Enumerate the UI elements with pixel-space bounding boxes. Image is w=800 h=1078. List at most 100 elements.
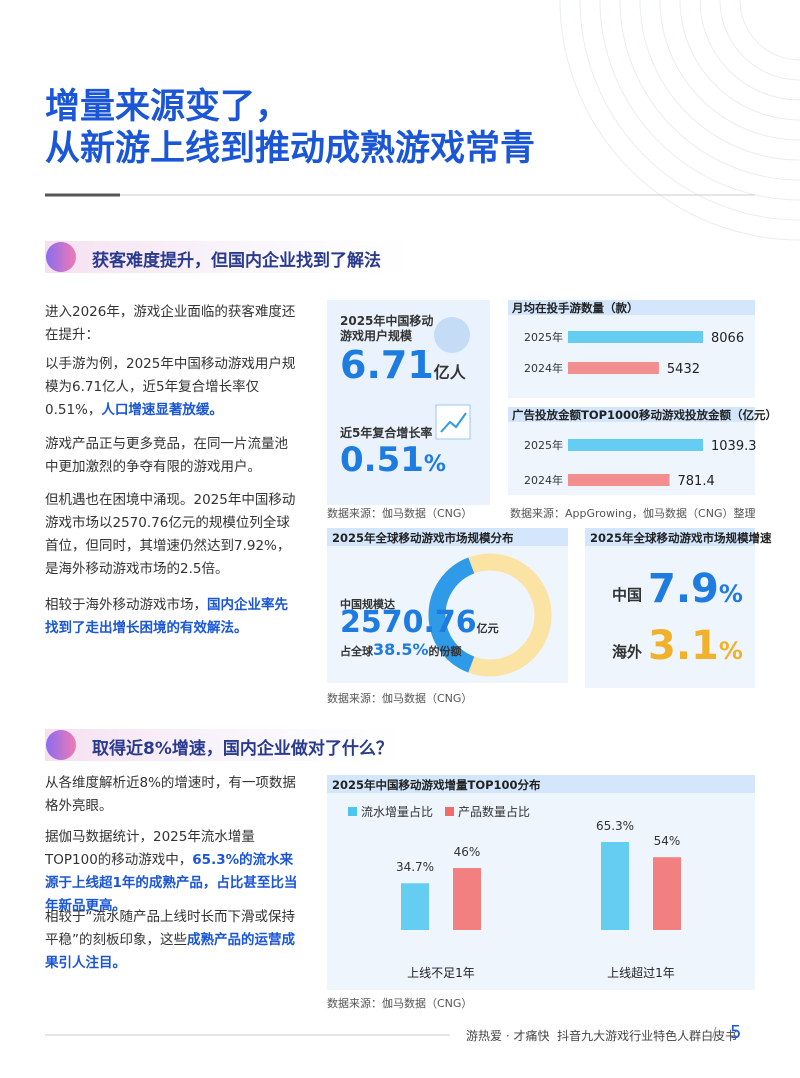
- text: 相较于“流水随产品上线时长而下滑或保持平稳”的刻板印象，这些: [45, 909, 295, 948]
- icon: [440, 412, 467, 433]
- section-heading: 获客难度提升，但国内企业找到了解法: [92, 251, 381, 271]
- paragraph: 以手游为例，2025年中国移动游戏用户规模为6.71亿人，近5年复合增长率仅0.…: [45, 353, 300, 422]
- panel: [508, 300, 755, 398]
- donut-value: 2570.76亿元: [340, 605, 499, 640]
- value: 7.9: [648, 566, 719, 612]
- text: 占全球: [340, 645, 373, 658]
- card-value: 0.51%: [340, 440, 446, 480]
- value-label: 5432: [667, 362, 700, 377]
- bar: [653, 857, 681, 930]
- value-label: 54%: [654, 834, 681, 848]
- legend-swatch: [445, 807, 454, 816]
- paragraph: 但机遇也在困境中涌现。2025年中国移动游戏市场以2570.76亿元的规模位列全…: [45, 489, 300, 581]
- legend-label: 产品数量占比: [458, 804, 530, 819]
- paragraph: 从各维度解析近8%的增速时，有一项数据格外亮眼。: [45, 772, 300, 818]
- text: 从各维度解析近8%的增速时，有一项数据格外亮眼。: [45, 775, 296, 814]
- value: 3.1: [648, 623, 719, 669]
- heading-icon: [46, 730, 76, 760]
- card-title: 2025年中国移动游戏用户规模: [340, 314, 434, 343]
- value-label: 34.7%: [396, 860, 434, 874]
- panel-header: [508, 300, 755, 315]
- panel-header: [585, 528, 755, 546]
- category-label: 2024年: [524, 473, 563, 487]
- panel-header: [327, 528, 568, 546]
- paragraph: 相较于“流水随产品上线时长而下滑或保持平稳”的刻板印象，这些成熟产品的运营成果引…: [45, 906, 300, 975]
- title-line: 从新游上线到推动成熟游戏常青: [45, 129, 536, 169]
- bar: [601, 842, 629, 930]
- unit: %: [718, 580, 743, 608]
- donut-segment: [428, 557, 475, 673]
- category-label: 2025年: [524, 330, 563, 344]
- share: 38.5%: [373, 640, 429, 659]
- category-label: 2025年: [524, 438, 563, 452]
- value: 2570.76: [340, 605, 477, 640]
- footer-text: 游热爱 · 才痛快 抖音九大游戏行业特色人群白皮书: [466, 1029, 738, 1043]
- growth-name: 海外: [612, 643, 643, 661]
- bar: [568, 439, 703, 451]
- value-label: 1039.3: [711, 439, 757, 454]
- emphasis: 人口增速显著放缓。: [101, 402, 223, 418]
- panel: [585, 528, 755, 688]
- icon: [434, 317, 470, 353]
- donut-label: 中国规模达: [340, 598, 395, 611]
- source: 数据来源：伽马数据（CNG）: [327, 507, 473, 520]
- panel-title: 2025年全球移动游戏市场规模增速: [590, 531, 772, 545]
- panel-header: [508, 407, 755, 422]
- x-tick-label: 上线不足1年: [407, 966, 475, 980]
- growth-value: 3.1%: [648, 623, 743, 669]
- panel-header: [327, 775, 755, 793]
- donut-share: 占全球38.5%的份额: [340, 640, 462, 659]
- value: 6.71: [340, 343, 434, 387]
- section-heading: 取得近8%增速，国内企业做对了什么？: [92, 739, 393, 759]
- unit: %: [423, 452, 446, 477]
- panel-title: 2025年全球移动游戏市场规模分布: [332, 531, 514, 545]
- value-label: 65.3%: [596, 819, 634, 833]
- panel-title: 月均在投手游数量（款）: [512, 301, 639, 315]
- text: 的份额: [428, 645, 462, 658]
- card-value: 6.71亿人: [340, 343, 466, 387]
- card-label: 近5年复合增长率: [340, 426, 433, 440]
- value-label: 46%: [454, 845, 481, 859]
- footer-separator: /: [712, 1026, 717, 1041]
- panel-title: 广告投放金额TOP1000移动游戏投放金额（亿元）: [512, 408, 778, 422]
- paragraph: 据伽马数据统计，2025年流水增量TOP100的移动游戏中，65.3%的流水来源…: [45, 826, 300, 918]
- growth-name: 中国: [612, 586, 643, 604]
- heading-bg: [45, 729, 405, 761]
- category-label: 2024年: [524, 361, 563, 375]
- decor-circles: [559, 0, 800, 241]
- paragraph: 游戏产品正与更多竞品，在同一片流量池中更加激烈的争夺有限的游戏用户。: [45, 433, 300, 479]
- page-number: 5: [730, 1022, 742, 1043]
- panel-title: 2025年中国移动游戏增量TOP100分布: [332, 778, 541, 792]
- source: 数据来源：AppGrowing，伽马数据（CNG）整理: [510, 507, 756, 520]
- paragraph: 相较于海外移动游戏市场，国内企业率先找到了走出增长困境的有效解法。: [45, 594, 300, 640]
- bar: [568, 362, 659, 374]
- panel: [327, 775, 755, 990]
- unit: 亿人: [433, 363, 466, 382]
- emphasis: 65.3%的流水来源于上线超1年的成熟产品，占比甚至比当年新品更高。: [45, 852, 298, 914]
- title-line: 增量来源变了，: [45, 87, 291, 127]
- icon: [435, 404, 471, 440]
- heading-icon: [46, 242, 76, 272]
- emphasis: 国内企业率先找到了走出增长困境的有效解法。: [45, 597, 288, 636]
- source: 数据来源：伽马数据（CNG）: [327, 692, 473, 705]
- value-label: 781.4: [678, 474, 715, 489]
- text: 以手游为例，2025年中国移动游戏用户规模为6.71亿人，近5年复合增长率仅0.…: [45, 356, 296, 418]
- bar: [453, 868, 481, 930]
- unit: 亿元: [476, 622, 499, 635]
- emphasis: 成熟产品的运营成果引人注目。: [45, 932, 295, 971]
- legend-swatch: [348, 807, 357, 816]
- value: 0.51: [340, 440, 424, 480]
- source: 数据来源：伽马数据（CNG）: [327, 997, 473, 1010]
- text: 进入2026年，游戏企业面临的获客难度还在提升：: [45, 304, 296, 343]
- legend-label: 流水增量占比: [361, 804, 433, 819]
- text: 游戏产品正与更多竞品，在同一片流量池中更加激烈的争夺有限的游戏用户。: [45, 436, 288, 475]
- bar: [568, 331, 703, 343]
- text: 但机遇也在困境中涌现。2025年中国移动游戏市场以2570.76亿元的规模位列全…: [45, 492, 296, 577]
- unit: %: [718, 637, 743, 665]
- heading-bg: [45, 241, 415, 273]
- bar: [401, 883, 429, 930]
- value-label: 8066: [711, 331, 744, 346]
- text: 相较于海外移动游戏市场，: [45, 597, 207, 613]
